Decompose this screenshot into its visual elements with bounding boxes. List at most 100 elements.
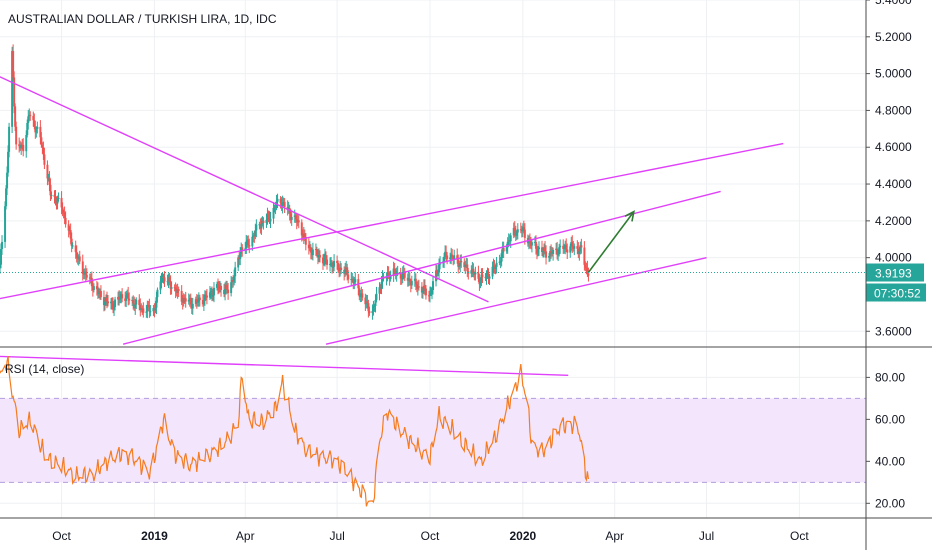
candle-body <box>97 292 100 294</box>
candle-body <box>536 249 539 254</box>
candle-body <box>92 286 95 290</box>
trend-line[interactable] <box>325 256 707 345</box>
candle-body <box>47 177 50 179</box>
candle-body <box>142 308 145 313</box>
candle-body <box>217 284 220 288</box>
candle-body <box>287 208 290 210</box>
candle-body <box>477 272 480 279</box>
candle-body <box>46 164 49 179</box>
candle-body <box>203 294 206 301</box>
candle-body <box>210 291 213 297</box>
candle-body <box>188 298 191 300</box>
candle-body <box>364 297 367 305</box>
candle-body <box>202 300 205 305</box>
candle-body <box>322 260 325 264</box>
candle-body <box>227 289 230 294</box>
candle-body <box>11 51 14 127</box>
candle-body <box>578 251 581 254</box>
candle-body <box>315 249 318 255</box>
candle-body <box>53 194 56 197</box>
candle-body <box>152 308 155 312</box>
projection-arrow[interactable] <box>587 211 635 273</box>
candle-body <box>528 240 531 243</box>
rsi-trend-line[interactable] <box>0 355 569 376</box>
candle-body <box>450 254 453 258</box>
candle-body <box>479 280 482 285</box>
candle-body <box>324 255 327 261</box>
candle-body <box>104 297 107 302</box>
candle-body <box>303 233 306 238</box>
candle-body <box>56 198 59 204</box>
candle-body <box>224 288 227 295</box>
candle-body <box>300 222 303 236</box>
candle-body <box>113 306 116 310</box>
price-tick-label: 4.2000 <box>875 214 912 228</box>
candle-body <box>427 295 430 297</box>
candle-body <box>416 286 419 289</box>
candle-body <box>204 294 207 296</box>
trend-line[interactable] <box>0 74 489 303</box>
trend-line[interactable] <box>0 142 784 300</box>
candle-body <box>543 247 546 252</box>
rsi-label: RSI (14, close) <box>5 362 84 376</box>
candle-body <box>81 261 84 274</box>
candle-body <box>317 255 320 258</box>
candle-body <box>329 264 332 266</box>
candle-body <box>282 201 285 203</box>
candle-body <box>218 287 221 289</box>
candle-body <box>375 293 378 300</box>
candle-body <box>513 227 516 231</box>
candle-body <box>267 214 270 216</box>
candle-body <box>435 270 438 282</box>
trend-line[interactable] <box>122 190 721 345</box>
candle-body <box>254 230 257 237</box>
candle-body <box>336 260 339 263</box>
candle-body <box>89 277 92 279</box>
candle-body <box>452 258 455 260</box>
candle-body <box>438 264 441 273</box>
candle-body <box>39 126 42 138</box>
candle-body <box>386 272 389 277</box>
candle-body <box>297 220 300 223</box>
candle-body <box>60 197 63 208</box>
candle-body <box>499 261 502 263</box>
candle-body <box>29 114 32 116</box>
countdown-label: 07:30:52 <box>874 287 921 301</box>
candle-body <box>573 246 576 249</box>
candle-body <box>252 235 255 237</box>
candle-body <box>167 277 170 282</box>
candle-body <box>125 295 128 301</box>
candle-body <box>99 291 102 298</box>
candle-body <box>111 301 114 305</box>
candle-body <box>21 144 24 146</box>
rsi-tick-label: 40.00 <box>875 454 905 468</box>
candle-body <box>245 241 248 249</box>
candle-body <box>183 297 186 299</box>
candle-body <box>26 122 29 136</box>
candle-body <box>432 281 434 291</box>
candle-body <box>43 154 46 165</box>
projection-arrow-head[interactable] <box>624 210 635 222</box>
candle-body <box>138 299 141 306</box>
trend-lines[interactable] <box>0 74 784 376</box>
candle-body <box>168 277 171 282</box>
candle-body <box>161 276 164 280</box>
candle-body <box>77 256 80 260</box>
candle-body <box>6 172 9 189</box>
candle-body <box>7 151 10 173</box>
rsi-band <box>0 397 866 483</box>
candle-body <box>549 251 552 257</box>
candle-body <box>344 269 347 274</box>
candle-body <box>280 203 283 207</box>
candle-body <box>41 145 44 148</box>
candle-body <box>226 284 229 290</box>
candle-body <box>61 207 64 213</box>
candle-body <box>374 299 377 306</box>
candle-body <box>321 257 324 264</box>
candle-body <box>403 271 406 278</box>
candle-body <box>296 220 299 223</box>
rsi-tick-label: 80.00 <box>875 370 905 384</box>
candle-body <box>587 273 590 276</box>
candle-body <box>273 207 276 209</box>
